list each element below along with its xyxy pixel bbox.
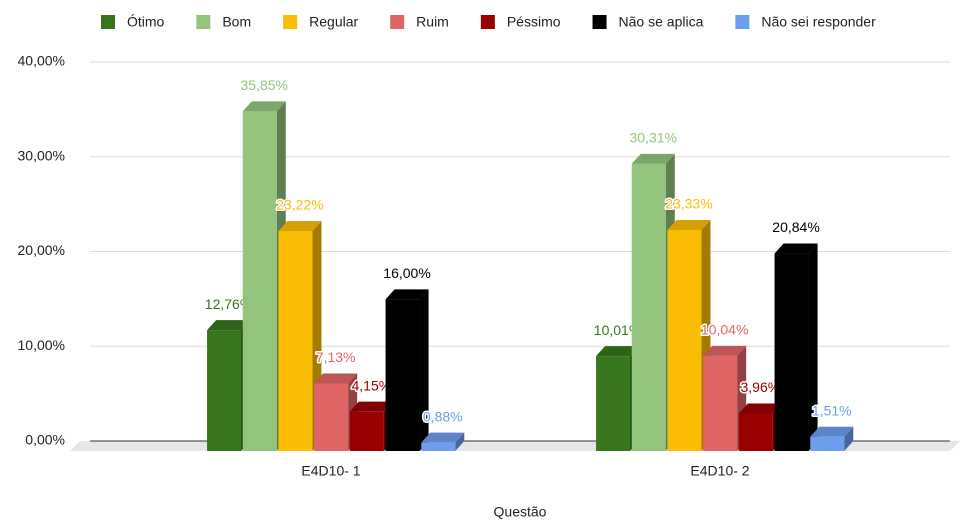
- bar-top-shade: [242, 101, 286, 112]
- bar-top-shade: [278, 220, 322, 231]
- y-tick-label: 0,00%: [25, 432, 65, 448]
- bar-side: [808, 243, 818, 451]
- value-label: 35,85%: [241, 77, 288, 93]
- value-label: 4,15%: [351, 377, 391, 393]
- bar-front: [738, 413, 773, 451]
- bar-front: [349, 411, 384, 451]
- bar-top-shade: [738, 403, 782, 414]
- value-label: 23,22%: [276, 197, 323, 213]
- bar-top-shade: [667, 219, 711, 230]
- legend-label: Ruim: [416, 14, 449, 30]
- bar-front: [314, 383, 349, 451]
- bar-top: [774, 243, 818, 254]
- bar-top: [596, 346, 640, 357]
- bar-side-shade: [844, 426, 854, 451]
- bar-top: [738, 403, 782, 414]
- y-tick-label: 40,00%: [18, 53, 65, 69]
- legend-label: Ótimo: [127, 14, 165, 30]
- bar-top: [667, 219, 711, 230]
- bar-top-shade: [631, 153, 675, 164]
- bar-top: [385, 289, 429, 300]
- value-label: 12,76%: [205, 296, 252, 312]
- bar-top: [631, 153, 675, 164]
- value-label: 10,04%: [701, 322, 748, 338]
- value-label: 10,01%: [594, 322, 641, 338]
- value-label: 3,96%: [740, 379, 780, 395]
- bar-side: [419, 289, 429, 451]
- bar-front: [385, 299, 420, 451]
- bar-top-shade: [810, 426, 854, 437]
- bar-top-shade: [596, 346, 640, 357]
- bar-top: [421, 432, 465, 443]
- bar-top: [314, 373, 358, 384]
- bar-front: [810, 436, 845, 451]
- bar-top-shade: [314, 373, 358, 384]
- bar-front: [207, 330, 242, 451]
- value-label: 23,33%: [665, 196, 712, 212]
- bar-front: [774, 253, 809, 451]
- bar-front: [421, 442, 456, 451]
- value-label: 0,88%: [423, 408, 463, 424]
- x-tick-label: E4D10- 2: [690, 463, 749, 479]
- bar-side-shade: [419, 289, 429, 451]
- bar-top: [349, 401, 393, 412]
- value-label: 1,51%: [812, 402, 852, 418]
- bar-front: [278, 230, 313, 451]
- bar: [385, 289, 429, 451]
- legend-swatch: [592, 15, 607, 29]
- y-tick-label: 30,00%: [18, 147, 65, 163]
- legend-label: Regular: [309, 14, 358, 30]
- bar-side: [455, 432, 465, 451]
- bar-top-shade: [774, 243, 818, 254]
- legend-label: Não se aplica: [619, 14, 704, 30]
- bar-top-shade: [207, 320, 251, 331]
- bar-top-shade: [421, 432, 465, 443]
- bar-front: [596, 356, 631, 451]
- bar-top-shade: [349, 401, 393, 412]
- legend-swatch: [480, 15, 495, 29]
- legend-swatch: [196, 15, 211, 29]
- bar-front: [667, 229, 702, 451]
- bar-top-shade: [385, 289, 429, 300]
- bar-side-shade: [808, 243, 818, 451]
- value-label: 20,84%: [772, 219, 819, 235]
- legend-swatch: [101, 15, 115, 29]
- y-tick-label: 10,00%: [18, 337, 65, 353]
- x-tick-label: E4D10- 1: [301, 463, 360, 479]
- bar-top: [242, 101, 286, 112]
- value-label: 16,00%: [383, 265, 430, 281]
- bar-top: [278, 220, 322, 231]
- bar-top: [703, 345, 747, 356]
- legend-label: Bom: [222, 14, 251, 30]
- legend-label: Péssimo: [507, 14, 561, 30]
- legend-swatch: [390, 15, 405, 29]
- bar-front: [631, 163, 666, 451]
- x-axis-title: Questão: [494, 504, 547, 520]
- legend-swatch: [735, 15, 750, 29]
- bar-side-shade: [455, 432, 465, 451]
- value-label: 30,31%: [630, 130, 677, 146]
- bar: [810, 426, 854, 451]
- legend-label: Não sei responder: [761, 14, 876, 30]
- bar-front: [703, 355, 738, 451]
- bar-top-shade: [703, 345, 747, 356]
- bar-top: [810, 426, 854, 437]
- y-tick-label: 20,00%: [18, 242, 65, 258]
- bar-front: [242, 111, 277, 451]
- bar: [774, 243, 818, 451]
- bar-top: [207, 320, 251, 331]
- value-label: 7,13%: [316, 349, 356, 365]
- bar: [421, 432, 465, 451]
- bar-side: [844, 426, 854, 451]
- legend-swatch: [283, 15, 298, 29]
